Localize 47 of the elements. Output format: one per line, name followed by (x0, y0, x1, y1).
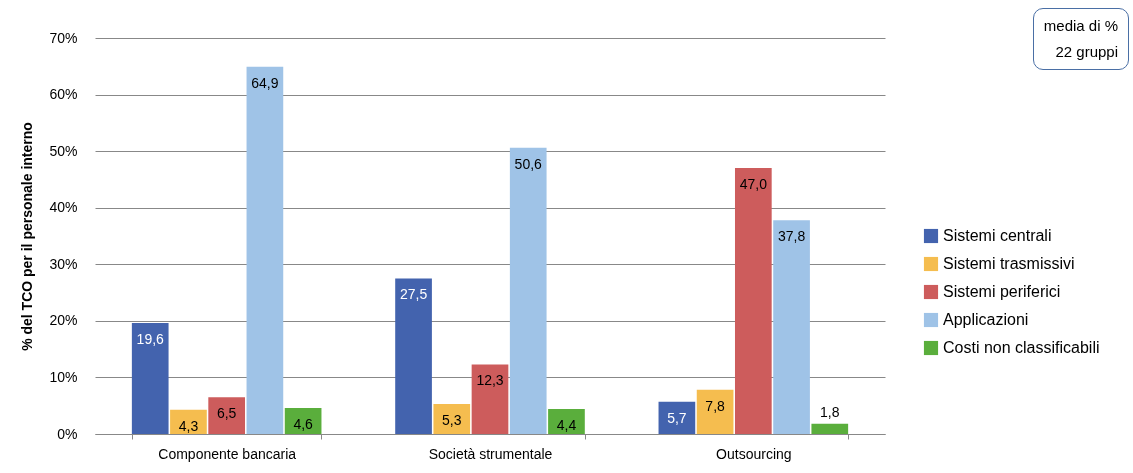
y-tick-label: 0% (57, 425, 78, 442)
legend-label: Costi non classificabili (943, 339, 1100, 356)
y-tick-label: 60% (49, 86, 78, 103)
bar (811, 423, 849, 434)
bar (208, 397, 246, 434)
data-label: 27,5 (399, 286, 428, 303)
text: 22 gruppi (1054, 42, 1118, 62)
bar (734, 168, 772, 434)
data-label: 5,3 (442, 412, 462, 429)
legend-label: Applicazioni (943, 311, 1029, 328)
bar (471, 364, 509, 434)
data-label: 7,8 (705, 397, 726, 414)
data-label: 19,6 (136, 331, 165, 348)
data-label: 64,9 (251, 74, 279, 91)
y-tick-label: 70% (49, 29, 78, 46)
x-tick-label: Outsourcing (716, 445, 792, 462)
legend-label: Sistemi trasmissivi (943, 255, 1075, 272)
data-label: 50,6 (514, 155, 543, 172)
bar (131, 323, 169, 434)
legend-label: Sistemi centrali (943, 227, 1052, 244)
y-tick-label: 20% (49, 312, 78, 329)
bar (773, 220, 810, 434)
x-tick-label: Società strumentale (428, 445, 553, 462)
x-tick-label: Componente bancaria (158, 445, 297, 462)
data-label: 5,7 (667, 409, 687, 426)
y-axis-title: % del TCO per il personale interno (19, 122, 36, 351)
bar (509, 147, 547, 434)
y-tick-label: 40% (49, 199, 78, 216)
data-label: 6,5 (216, 405, 237, 422)
bar (433, 404, 471, 434)
bar (658, 401, 696, 434)
bar (696, 389, 734, 434)
text: media di % (1043, 16, 1118, 36)
data-label: 1,8 (820, 403, 840, 420)
data-label: 4,4 (556, 417, 577, 434)
bar (246, 66, 284, 434)
data-label: 47,0 (739, 176, 768, 193)
legend-label: Sistemi periferici (943, 283, 1061, 300)
data-label: 37,8 (777, 228, 806, 245)
y-tick-label: 30% (49, 255, 78, 272)
data-label: 4,6 (293, 415, 314, 432)
data-label: 12,3 (476, 372, 504, 389)
data-label: 4,3 (178, 417, 199, 434)
y-tick-label: 10% (49, 368, 78, 385)
bar (395, 278, 432, 434)
bar (548, 409, 585, 434)
y-tick-label: 50% (49, 142, 78, 159)
